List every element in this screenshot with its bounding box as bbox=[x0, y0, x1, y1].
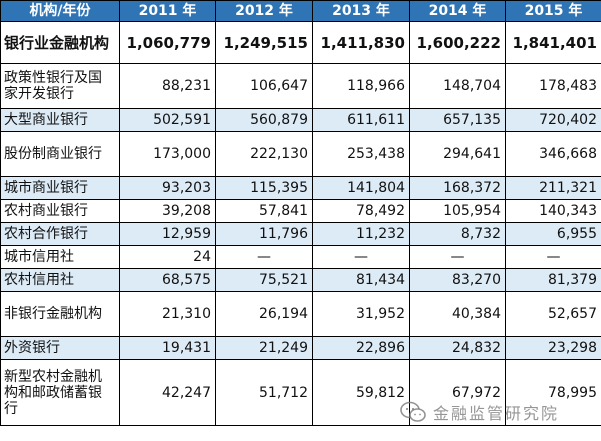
cell-value: 11,232 bbox=[312, 222, 410, 246]
row-label: 城市信用社 bbox=[0, 245, 120, 269]
cell-value: 52,657 bbox=[505, 291, 601, 337]
header-2014: 2014 年 bbox=[409, 0, 506, 22]
cell-value: 1,600,222 bbox=[409, 21, 506, 64]
cell-value: 42,247 bbox=[119, 359, 216, 426]
cell-value: 502,591 bbox=[119, 108, 216, 132]
cell-value: 40,384 bbox=[409, 291, 506, 337]
table-row: 股份制商业银行 173,000 222,130 253,438 294,641 … bbox=[0, 131, 601, 177]
table-row: 农村合作银行 12,959 11,796 11,232 8,732 6,955 bbox=[0, 222, 601, 246]
cell-value: 93,203 bbox=[119, 176, 216, 200]
cell-value: 346,668 bbox=[505, 131, 601, 177]
header-row: 机构/年份 2011 年 2012 年 2013 年 2014 年 2015 年 bbox=[0, 0, 601, 22]
row-label: 银行业金融机构 bbox=[0, 21, 120, 64]
cell-value: 560,879 bbox=[215, 108, 313, 132]
cell-value: 24,832 bbox=[409, 336, 506, 360]
cell-value: 83,270 bbox=[409, 268, 506, 292]
cell-value: 68,575 bbox=[119, 268, 216, 292]
table-row: 大型商业银行 502,591 560,879 611,611 657,135 7… bbox=[0, 108, 601, 132]
cell-value: 19,431 bbox=[119, 336, 216, 360]
header-institution-year: 机构/年份 bbox=[0, 0, 120, 22]
table-row: 城市商业银行 93,203 115,395 141,804 168,372 21… bbox=[0, 176, 601, 200]
header-2013: 2013 年 bbox=[312, 0, 410, 22]
cell-value: 720,402 bbox=[505, 108, 601, 132]
header-2015: 2015 年 bbox=[505, 0, 601, 22]
row-label: 外资银行 bbox=[0, 336, 120, 360]
cell-value: — bbox=[215, 245, 313, 269]
cell-value: 1,411,830 bbox=[312, 21, 410, 64]
cell-value: 1,060,779 bbox=[119, 21, 216, 64]
cell-value: 611,611 bbox=[312, 108, 410, 132]
cell-value: 81,379 bbox=[505, 268, 601, 292]
cell-value: 75,521 bbox=[215, 268, 313, 292]
cell-value: 178,483 bbox=[505, 63, 601, 109]
bank-assets-table: 机构/年份 2011 年 2012 年 2013 年 2014 年 2015 年… bbox=[0, 0, 601, 426]
cell-value: 24 bbox=[119, 245, 216, 269]
table-row: 农村信用社 68,575 75,521 81,434 83,270 81,379 bbox=[0, 268, 601, 292]
cell-value: 294,641 bbox=[409, 131, 506, 177]
table-row: 银行业金融机构 1,060,779 1,249,515 1,411,830 1,… bbox=[0, 21, 601, 64]
cell-value: 67,972 bbox=[409, 359, 506, 426]
cell-value: 657,135 bbox=[409, 108, 506, 132]
cell-value: 253,438 bbox=[312, 131, 410, 177]
cell-value: 105,954 bbox=[409, 199, 506, 223]
cell-value: 31,952 bbox=[312, 291, 410, 337]
cell-value: 23,298 bbox=[505, 336, 601, 360]
cell-value: 26,194 bbox=[215, 291, 313, 337]
cell-value: 39,208 bbox=[119, 199, 216, 223]
cell-value: 1,841,401 bbox=[505, 21, 601, 64]
cell-value: 22,896 bbox=[312, 336, 410, 360]
cell-value: 81,434 bbox=[312, 268, 410, 292]
cell-value: 140,343 bbox=[505, 199, 601, 223]
table-row: 农村商业银行 39,208 57,841 78,492 105,954 140,… bbox=[0, 199, 601, 223]
cell-value: 78,492 bbox=[312, 199, 410, 223]
cell-value: 51,712 bbox=[215, 359, 313, 426]
cell-value: 1,249,515 bbox=[215, 21, 313, 64]
cell-value: 8,732 bbox=[409, 222, 506, 246]
table-row: 外资银行 19,431 21,249 22,896 24,832 23,298 bbox=[0, 336, 601, 360]
cell-value: 168,372 bbox=[409, 176, 506, 200]
cell-value: 106,647 bbox=[215, 63, 313, 109]
row-label: 股份制商业银行 bbox=[0, 131, 120, 177]
row-label: 农村商业银行 bbox=[0, 199, 120, 223]
cell-value: 148,704 bbox=[409, 63, 506, 109]
cell-value: — bbox=[409, 245, 506, 269]
cell-value: 21,310 bbox=[119, 291, 216, 337]
table-row: 政策性银行及国家开发银行 88,231 106,647 118,966 148,… bbox=[0, 63, 601, 109]
cell-value: 6,955 bbox=[505, 222, 601, 246]
cell-value: 11,796 bbox=[215, 222, 313, 246]
table-row: 非银行金融机构 21,310 26,194 31,952 40,384 52,6… bbox=[0, 291, 601, 337]
cell-value: 115,395 bbox=[215, 176, 313, 200]
header-2012: 2012 年 bbox=[215, 0, 313, 22]
cell-value: 78,995 bbox=[505, 359, 601, 426]
cell-value: 57,841 bbox=[215, 199, 313, 223]
cell-value: 88,231 bbox=[119, 63, 216, 109]
cell-value: 222,130 bbox=[215, 131, 313, 177]
cell-value: — bbox=[312, 245, 410, 269]
row-label: 非银行金融机构 bbox=[0, 291, 120, 337]
row-label: 城市商业银行 bbox=[0, 176, 120, 200]
row-label: 政策性银行及国家开发银行 bbox=[0, 63, 120, 109]
cell-value: 21,249 bbox=[215, 336, 313, 360]
cell-value: 211,321 bbox=[505, 176, 601, 200]
table-row: 城市信用社 24 — — — — bbox=[0, 245, 601, 269]
cell-value: — bbox=[505, 245, 601, 269]
table-row: 新型农村金融机构和邮政储蓄银行 42,247 51,712 59,812 67,… bbox=[0, 359, 601, 426]
header-2011: 2011 年 bbox=[119, 0, 216, 22]
row-label: 大型商业银行 bbox=[0, 108, 120, 132]
row-label: 农村合作银行 bbox=[0, 222, 120, 246]
cell-value: 118,966 bbox=[312, 63, 410, 109]
cell-value: 173,000 bbox=[119, 131, 216, 177]
row-label: 农村信用社 bbox=[0, 268, 120, 292]
cell-value: 12,959 bbox=[119, 222, 216, 246]
cell-value: 141,804 bbox=[312, 176, 410, 200]
cell-value: 59,812 bbox=[312, 359, 410, 426]
row-label: 新型农村金融机构和邮政储蓄银行 bbox=[0, 359, 120, 426]
